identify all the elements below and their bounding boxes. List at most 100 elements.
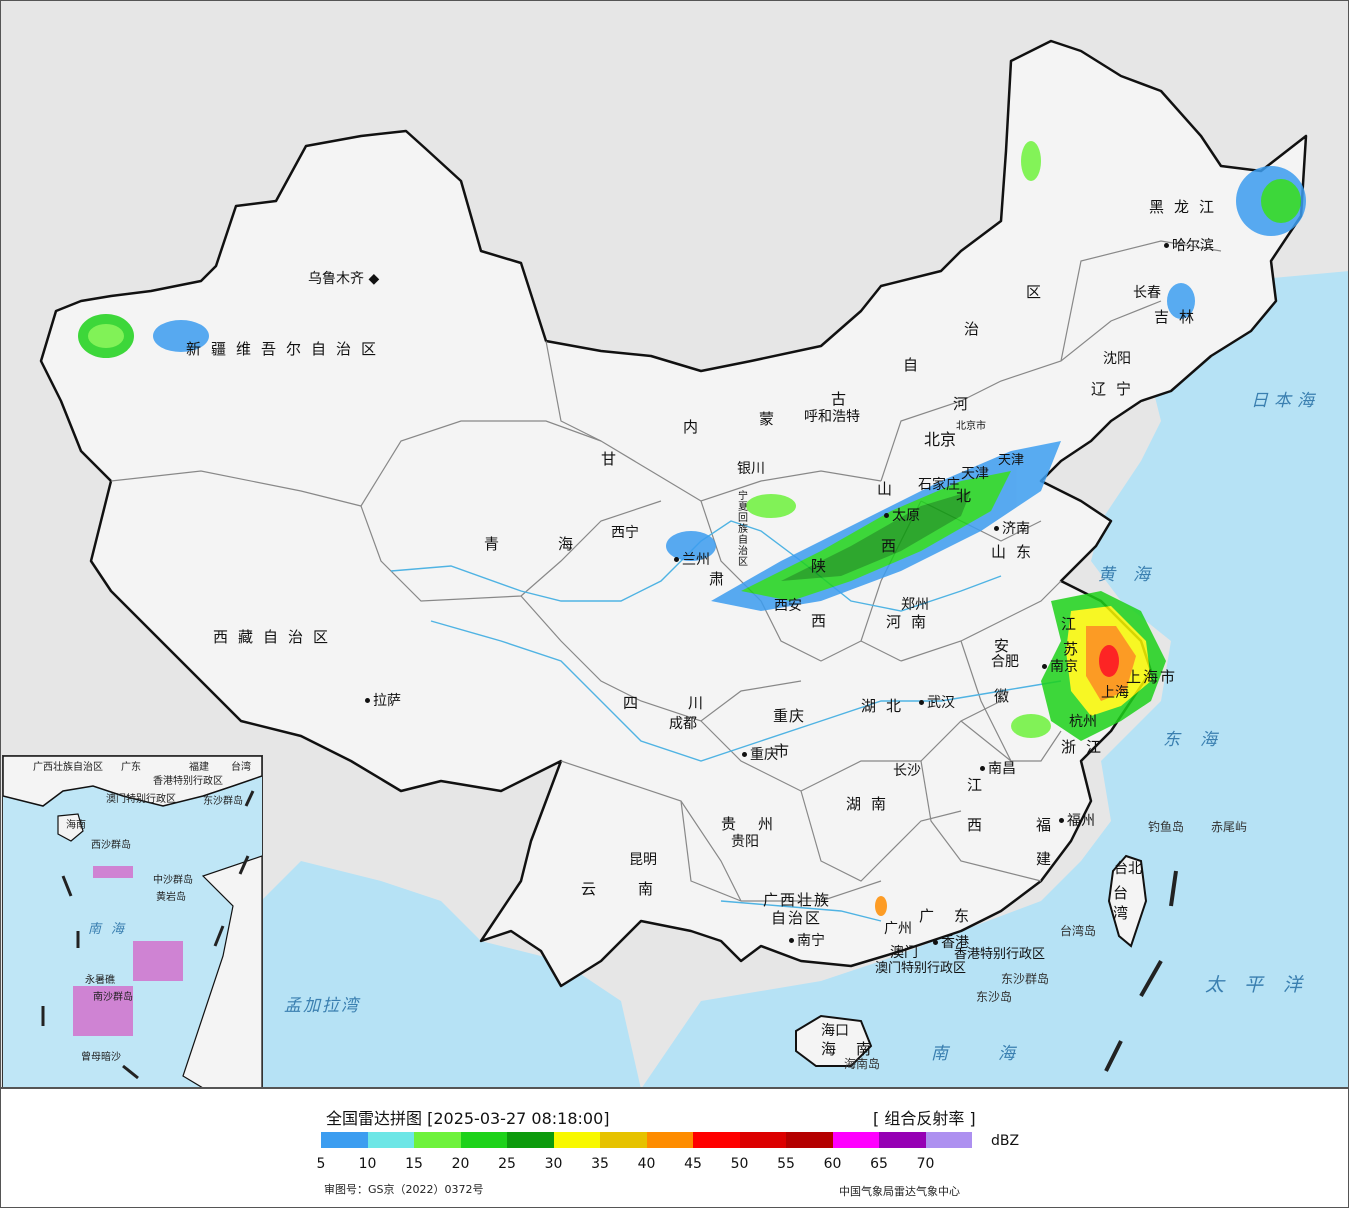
sea-area (261, 271, 1348, 1087)
legend-swatch (739, 1132, 786, 1148)
inset-macau: 澳门特别行政区 (106, 794, 176, 805)
label-nmg-d: 自 (903, 356, 929, 374)
legend-swatch (367, 1132, 414, 1148)
label-nmg-b: 蒙 (759, 410, 785, 428)
city-nanjing: 南京 (1039, 659, 1078, 675)
city-hohhot: 呼和浩特 (804, 409, 860, 425)
legend-swatch (879, 1132, 926, 1148)
taiwan-island (1107, 854, 1148, 948)
inset-hk: 香港特别行政区 (153, 776, 223, 787)
city-hangzhou: 杭州 (1069, 714, 1097, 730)
label-taiwan: 台湾 (1113, 884, 1129, 922)
radar-echoes (78, 141, 1306, 916)
city-lhasa: 拉萨 (362, 693, 401, 709)
label-hebei-a: 河 (953, 395, 979, 413)
label-zhejiang: 浙江 (1061, 738, 1112, 756)
hainan-island (795, 1014, 873, 1067)
label-henan: 河南 (886, 613, 937, 631)
label-fujian-a: 福 (1036, 816, 1062, 834)
city-nanning: 南宁 (786, 933, 825, 949)
label-anhui-b: 徽 (994, 687, 1020, 705)
label-hainan: 海南 (821, 1040, 892, 1058)
label-guangxi-a: 广西壮族 (763, 891, 832, 909)
inset-nansha: 南沙群岛 (93, 992, 133, 1003)
city-fuzhou: 福州 (1056, 813, 1095, 829)
legend-tick-label: 30 (544, 1156, 563, 1172)
map-canvas (39, 39, 1348, 1087)
city-zhengzhou: 郑州 (901, 597, 929, 613)
island-hainan: 海南岛 (844, 1057, 881, 1071)
city-xining: 西宁 (611, 525, 639, 541)
inset-xisha: 西沙群岛 (91, 840, 131, 851)
color-scale-bar (321, 1132, 972, 1148)
label-ningxia: 宁夏回族自治区 (738, 491, 748, 568)
inset-right-land (182, 855, 262, 1087)
inset-zhongsha: 中沙群岛 (153, 875, 193, 886)
legend-tick-label: 40 (637, 1156, 656, 1172)
label-chongqing-a: 重庆 (773, 707, 806, 725)
inset-south-sea: 南海 (88, 922, 135, 937)
label-gansu-a: 甘 (601, 450, 627, 468)
label-xinjiang: 新疆维吾尔自治区 (186, 340, 387, 358)
inset-canvas (3, 756, 262, 1087)
city-macau: 澳门 (890, 945, 918, 961)
legend-tick-label: 20 (451, 1156, 470, 1172)
sea-south: 南海 (931, 1044, 1065, 1064)
city-hongkong: 香港 (930, 935, 969, 951)
label-shandong: 山东 (991, 543, 1042, 561)
label-heilongjiang: 黑龙江 (1149, 198, 1225, 216)
label-hunan: 湖南 (846, 795, 897, 813)
china-landmass (39, 39, 1308, 988)
city-urumqi: 乌鲁木齐 ◆ (308, 271, 380, 287)
city-changsha: 长沙 (893, 763, 921, 779)
label-shanxi-a: 山 (877, 480, 903, 498)
city-changchun: 长春 (1133, 285, 1161, 301)
inset-hainan: 海南 (66, 820, 86, 831)
producer-credit: 中国气象局雷达气象中心 (839, 1185, 960, 1198)
inset-fujian: 福建 (189, 762, 209, 773)
label-gansu-b: 肃 (709, 570, 735, 588)
radar-map[interactable]: 新疆维吾尔自治区 西藏自治区 青 海 甘 肃 内 蒙 古 自 治 区 黑龙江 吉… (0, 0, 1349, 1088)
inset-guangdong: 广东 (121, 762, 141, 773)
maritime-boundary-dashes (1104, 870, 1178, 1072)
label-hebei-b: 北 (956, 487, 982, 505)
city-nanchang: 南昌 (977, 761, 1016, 777)
map-approval-number: 审图号：GS京（2022）0372号 (324, 1183, 484, 1196)
label-shanghai-municipality: 上海市 (1126, 668, 1178, 686)
label-sichuan: 四川 (623, 694, 754, 712)
inset-dongsha: 东沙群岛 (203, 796, 243, 807)
city-guiyang: 贵阳 (731, 834, 759, 850)
label-nmg-f: 区 (1026, 283, 1052, 301)
island-taiwan: 台湾岛 (1060, 924, 1097, 938)
legend-tick-label: 35 (591, 1156, 609, 1172)
legend-tick-label: 55 (777, 1156, 795, 1172)
city-hefei: 合肥 (991, 654, 1019, 670)
city-taiyuan: 太原 (881, 508, 920, 524)
label-shaanxi-a: 陕 (811, 557, 837, 575)
label-guangdong: 广东 (919, 907, 990, 925)
label-yunnan: 云南 (581, 880, 696, 898)
label-anhui-a: 安 (994, 637, 1020, 655)
south-china-sea-inset: 广西壮族自治区 广东 福建 台湾 香港特别行政区 澳门特别行政区 海南 东沙群岛… (2, 755, 263, 1087)
city-tianjin: 天津 (961, 466, 989, 482)
label-shaanxi-b: 西 (811, 612, 837, 630)
legend-tick-label: 25 (498, 1156, 516, 1172)
legend-title: 全国雷达拼图 [2025-03-27 08:18:00] (326, 1109, 610, 1128)
legend-swatch (832, 1132, 879, 1148)
legend-swatch (321, 1132, 368, 1148)
city-wuhan: 武汉 (916, 695, 955, 711)
city-kunming: 昆明 (629, 852, 657, 868)
sea-pacific: 太平洋 (1205, 974, 1323, 996)
inset-islands (73, 866, 183, 1036)
inset-guangxi: 广西壮族自治区 (33, 762, 103, 773)
sea-east: 东海 (1163, 730, 1237, 750)
legend-swatch (925, 1132, 972, 1148)
label-liaoning: 辽宁 (1091, 380, 1142, 398)
label-hubei: 湖北 (861, 697, 912, 715)
inset-taiwan: 台湾 (231, 762, 251, 773)
city-haikou: 海口 (821, 1023, 849, 1039)
inset-dashes (41, 790, 255, 1080)
island-diaoyu: 钓鱼岛 (1148, 820, 1185, 834)
legend-tick-label: 5 (316, 1156, 326, 1172)
label-nmg-e: 治 (964, 320, 990, 338)
